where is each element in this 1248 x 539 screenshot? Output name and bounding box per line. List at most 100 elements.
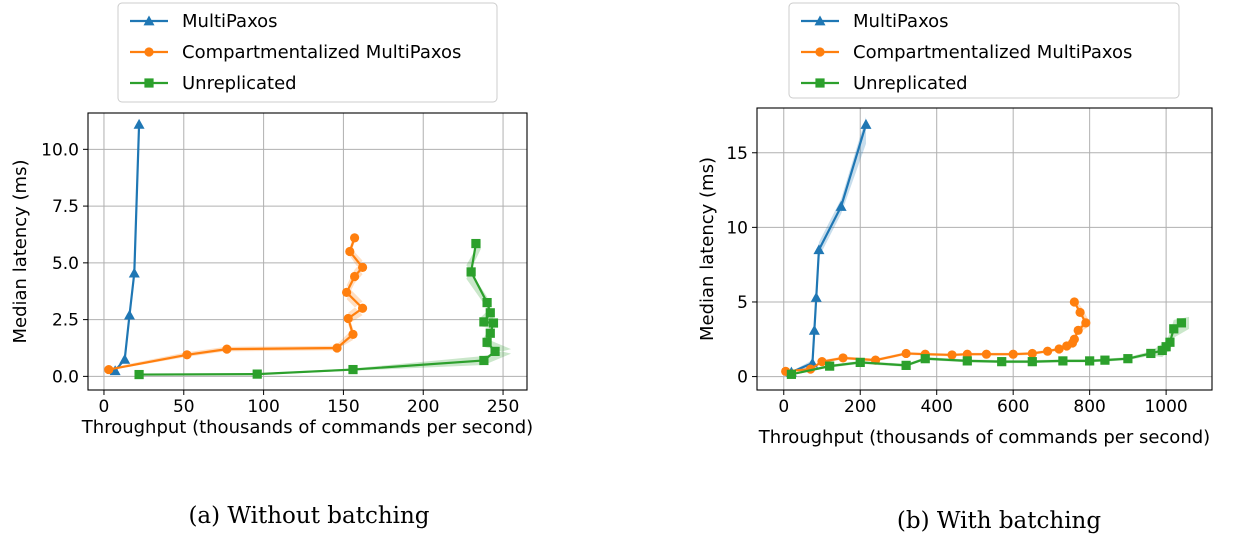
x-tick-label: 0 [99,397,110,417]
legend-entry: MultiPaxos [853,11,949,32]
legend-entry: Unreplicated [853,73,968,94]
plot-frame [756,107,1213,391]
data-point [357,303,368,313]
x-axis-label: Throughput (thousands of commands per se… [81,417,533,438]
data-point [104,364,114,375]
data-point [808,324,820,335]
legend-box [117,2,498,103]
data-point [962,356,972,366]
data-point [485,308,495,318]
legend-marker [814,15,826,26]
data-point [920,354,930,364]
y-axis-label: Median latency (ms) [10,160,31,344]
data-point [1027,357,1037,367]
series-band [791,116,866,373]
data-point [182,350,192,360]
x-tick-label: 50 [173,397,195,417]
data-point [1027,348,1037,359]
data-point [813,244,825,255]
x-tick-label: 400 [920,397,952,417]
legend-entry: Compartmentalized MultiPaxos [853,42,1132,63]
series-line [114,124,141,372]
chart-b: 0 200 400 600 800 1000 0 5 10 15 Throughput (thous… [697,2,1213,534]
data-point [348,364,358,375]
data-point [810,291,822,302]
data-point [1085,356,1095,366]
x-tick-label: 200 [844,397,876,417]
x-axis-label: Throughput (thousands of commands per se… [758,427,1210,448]
y-tick-label: 7.5 [52,197,79,217]
legend-box [788,2,1180,99]
data-point [1042,346,1053,356]
data-point [1058,356,1068,366]
y-tick-label: 5.0 [52,254,79,274]
data-point [1123,354,1133,364]
legend-marker [815,47,825,57]
data-point [1165,337,1175,347]
figure-caption: (b) With batching [897,508,1101,534]
data-point [119,353,131,364]
data-point [1146,348,1156,359]
legend-marker [144,47,154,57]
legend: MultiPaxos Compartmentalized MultiPaxos Un… [788,2,1180,99]
data-point [901,360,911,370]
data-point [124,309,136,320]
data-point [342,287,352,297]
data-point [1100,355,1110,365]
y-tick-label: 10 [726,218,748,238]
data-point [1008,349,1018,359]
figure-caption: (a) Without batching [188,503,429,529]
x-tick-label: 100 [247,397,279,417]
data-point [1075,307,1085,318]
data-point [838,353,848,363]
series-band [791,316,1190,376]
data-point [825,361,835,371]
y-tick-label: 0 [737,368,748,388]
data-point [860,118,872,129]
legend-marker [144,78,154,88]
data-point [482,297,492,308]
legend-entry: Unreplicated [182,73,297,94]
y-axis-label: Median latency (ms) [697,157,718,341]
data-point [482,337,492,347]
y-tick-label: 10.0 [41,140,79,160]
data-point [997,357,1007,367]
data-point [901,348,911,359]
y-tick-label: 5 [737,293,748,313]
data-point [1169,324,1179,334]
legend-entry: Compartmentalized MultiPaxos [182,42,461,63]
data-point [471,238,481,249]
series-line [790,124,868,374]
data-point [343,313,353,324]
legend-entry: MultiPaxos [182,11,278,32]
data-point [1176,318,1187,328]
data-point [348,329,358,339]
data-point [855,357,865,367]
data-point [349,233,360,243]
data-point [1069,297,1079,307]
y-tick-label: 2.5 [52,311,79,331]
x-tick-label: 600 [997,397,1029,417]
data-point [947,350,957,360]
data-point [835,200,847,211]
data-point [490,346,500,357]
y-tick-label: 15 [726,144,748,164]
data-point [981,349,992,359]
data-point [133,118,145,129]
x-tick-label: 150 [327,397,359,417]
data-point [1054,344,1064,354]
x-tick-label: 250 [487,397,519,417]
data-point [128,267,140,278]
plot-frame [87,112,528,391]
x-tick-label: 0 [778,397,789,417]
series-line [791,321,1183,376]
data-point [488,318,499,328]
data-point [466,267,476,277]
data-point [1073,325,1083,335]
data-point [1069,334,1079,344]
x-tick-label: 800 [1073,397,1105,417]
data-point [134,369,144,380]
chart-a: 0 50 100 150 200 250 0.0 2.5 5.0 7.5 10.0 Throughpu… [10,2,533,529]
x-tick-label: 1000 [1144,397,1187,417]
